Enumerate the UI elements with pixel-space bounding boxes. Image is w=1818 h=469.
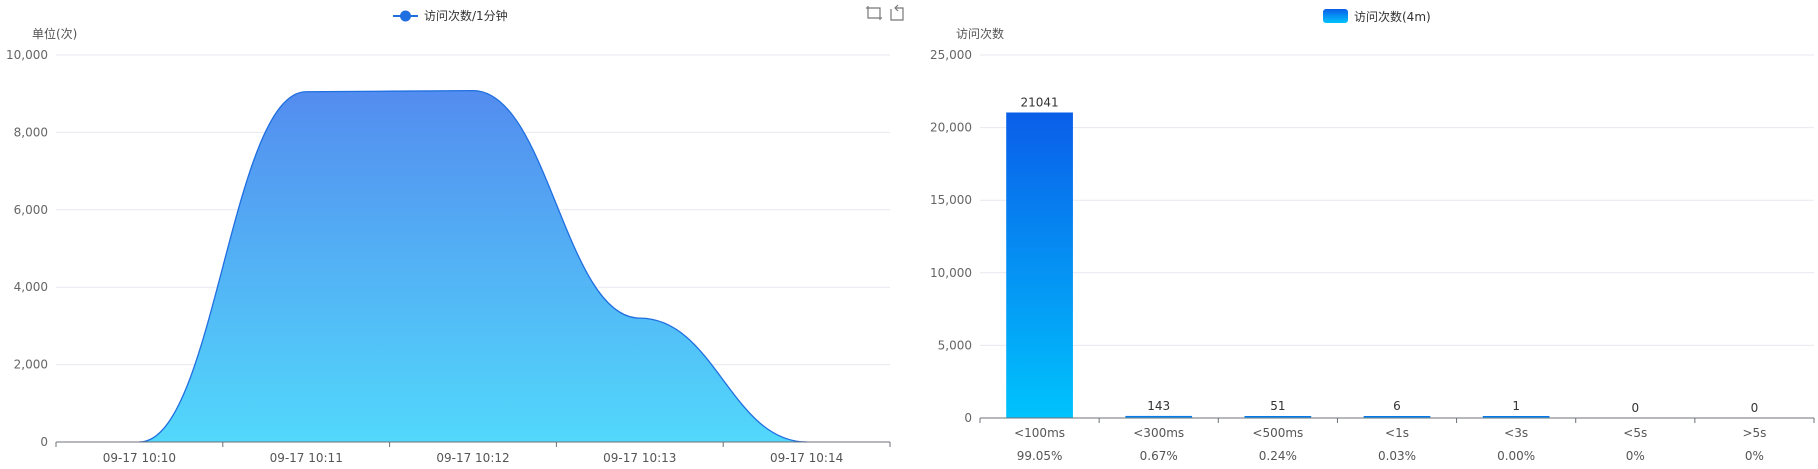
bar-data-label: 0 (1631, 401, 1639, 415)
legend-bar-icon (1323, 9, 1348, 23)
bar[interactable] (1482, 416, 1550, 418)
y-tick-label: 25,000 (930, 48, 972, 62)
percentage-label: 0.24% (1259, 449, 1297, 463)
bar-chart: 0 5,000 10,000 15,000 20,000 25,000 <100ms <30… (930, 9, 1815, 463)
area-legend-label: 访问次数/1分钟 (424, 8, 508, 23)
percentage-label: 99.05% (1017, 449, 1063, 463)
percentage-label: 0.67% (1140, 449, 1178, 463)
bar[interactable] (1244, 416, 1312, 418)
y-tick-label: 20,000 (930, 121, 972, 135)
bar-data-label: 1 (1512, 399, 1520, 413)
bar-data-label: 0 (1751, 401, 1759, 415)
x-tick-label: <5s (1623, 426, 1647, 440)
y-tick-label: 0 (964, 411, 972, 425)
bar-series (1006, 112, 1550, 418)
percentage-label: 0% (1626, 449, 1645, 463)
percentage-label: 0.00% (1497, 449, 1535, 463)
x-tick-label: <3s (1504, 426, 1528, 440)
area-y-tick-labels: 0 2,000 4,000 6,000 8,000 10,000 (6, 48, 48, 449)
bar-data-label: 143 (1147, 399, 1170, 413)
bar-legend[interactable]: 访问次数(4m) (1323, 9, 1431, 24)
y-tick-label: 10,000 (930, 266, 972, 280)
y-tick-label: 8,000 (14, 125, 48, 139)
area-y-axis-title: 单位(次) (32, 26, 77, 41)
x-tick-label: 09-17 10:13 (603, 451, 676, 465)
x-tick-label: <300ms (1133, 426, 1184, 440)
bar-y-tick-labels: 0 5,000 10,000 15,000 20,000 25,000 (930, 48, 972, 425)
bar-x-axis (979, 417, 1815, 423)
x-tick-label: 09-17 10:11 (270, 451, 343, 465)
percentage-label: 0% (1745, 449, 1764, 463)
x-tick-label: 09-17 10:14 (770, 451, 843, 465)
y-tick-label: 6,000 (14, 203, 48, 217)
x-tick-label: <100ms (1014, 426, 1065, 440)
y-tick-label: 4,000 (14, 280, 48, 294)
area-line (139, 89, 807, 443)
zoom-select-icon[interactable] (865, 6, 885, 24)
bar-data-label: 6 (1393, 399, 1401, 413)
bar-legend-label: 访问次数(4m) (1354, 9, 1431, 24)
area-series (139, 89, 807, 443)
bar-data-label: 21041 (1020, 95, 1058, 109)
y-tick-label: 5,000 (938, 338, 972, 352)
area-x-axis (55, 441, 891, 447)
x-tick-label: >5s (1742, 426, 1766, 440)
x-tick-label: 09-17 10:10 (103, 451, 176, 465)
y-tick-label: 0 (40, 435, 48, 449)
x-tick-label: <500ms (1252, 426, 1303, 440)
y-tick-label: 10,000 (6, 48, 48, 62)
area-fill (139, 90, 807, 442)
bar-percentage-labels: 99.05% 0.67% 0.24% 0.03% 0.00% 0% 0% (1017, 449, 1764, 463)
bar-data-labels: 21041 143 51 6 1 0 0 (1020, 95, 1758, 415)
bar-x-tick-labels: <100ms <300ms <500ms <1s <3s <5s >5s (1014, 426, 1766, 440)
bar[interactable] (1006, 112, 1073, 418)
zoom-reset-icon[interactable] (888, 4, 908, 22)
bar[interactable] (1363, 416, 1431, 418)
y-tick-label: 2,000 (14, 358, 48, 372)
x-tick-label: 09-17 10:12 (436, 451, 509, 465)
bar-y-axis-title: 访问次数 (956, 26, 1004, 41)
x-tick-label: <1s (1385, 426, 1409, 440)
area-legend[interactable]: 访问次数/1分钟 (393, 8, 508, 23)
bar-gridlines (980, 54, 1814, 346)
percentage-label: 0.03% (1378, 449, 1416, 463)
bar-data-label: 51 (1270, 399, 1285, 413)
area-x-tick-labels: 09-17 10:10 09-17 10:11 09-17 10:12 09-17 1… (103, 451, 843, 465)
legend-dot-icon (400, 10, 411, 22)
y-tick-label: 15,000 (930, 193, 972, 207)
toolbox (865, 4, 908, 24)
bar[interactable] (1125, 415, 1193, 418)
